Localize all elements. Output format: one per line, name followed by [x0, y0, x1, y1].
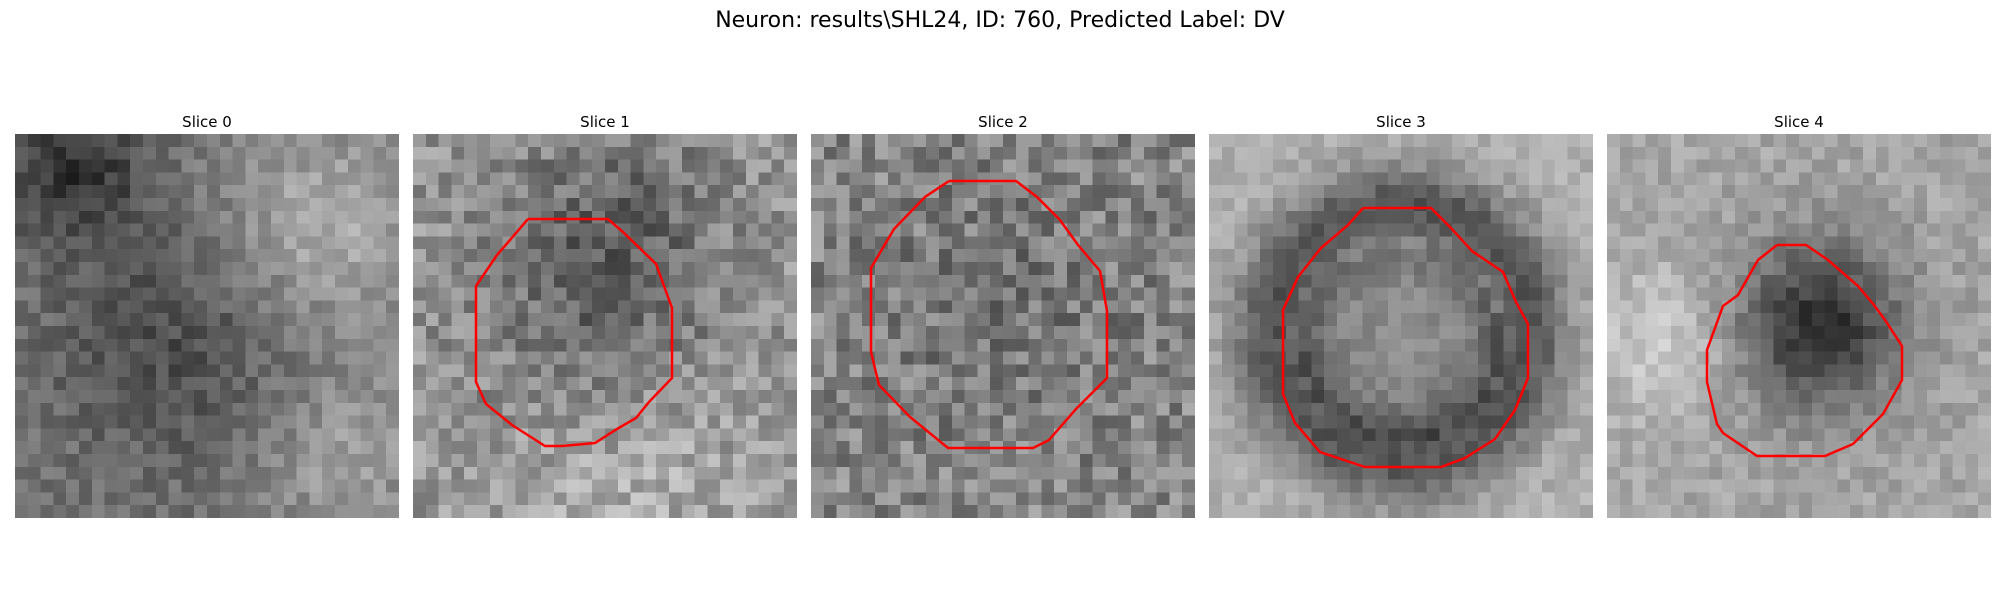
slice-title: Slice 1 — [413, 110, 797, 134]
slice-title: Slice 0 — [15, 110, 399, 134]
segmentation-contour — [413, 134, 797, 518]
slice-panel-1: Slice 1 — [413, 110, 797, 518]
segmentation-contour — [811, 134, 1195, 518]
slice-panel-2: Slice 2 — [811, 110, 1195, 518]
slice-title: Slice 2 — [811, 110, 1195, 134]
slice-panel-3: Slice 3 — [1209, 110, 1593, 518]
figure-title: Neuron: results\SHL24, ID: 760, Predicte… — [0, 8, 2000, 33]
segmentation-contour — [1607, 134, 1991, 518]
slice-title: Slice 3 — [1209, 110, 1593, 134]
slice-panel-4: Slice 4 — [1607, 110, 1991, 518]
segmentation-contour — [1209, 134, 1593, 518]
slice-title: Slice 4 — [1607, 110, 1991, 134]
slice-image — [15, 134, 399, 518]
slice-panel-0: Slice 0 — [15, 110, 399, 518]
